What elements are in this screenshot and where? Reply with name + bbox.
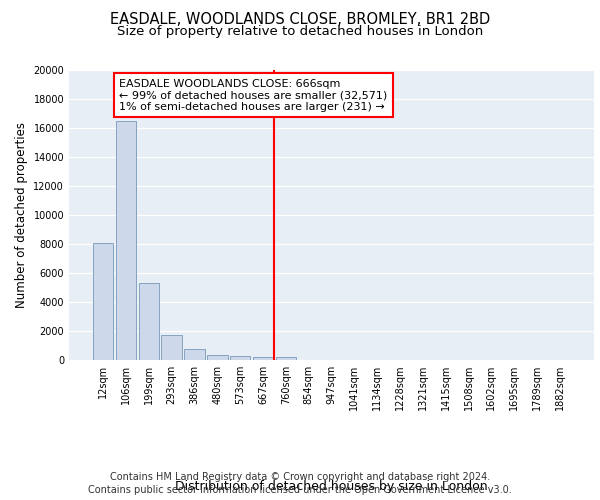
Text: Size of property relative to detached houses in London: Size of property relative to detached ho… <box>117 25 483 38</box>
Bar <box>161 334 182 360</box>
Text: Contains public sector information licensed under the Open Government Licence v3: Contains public sector information licen… <box>88 485 512 495</box>
Text: EASDALE, WOODLANDS CLOSE, BROMLEY, BR1 2BD: EASDALE, WOODLANDS CLOSE, BROMLEY, BR1 2… <box>110 12 490 28</box>
Bar <box>184 349 205 360</box>
Bar <box>207 355 227 360</box>
Bar <box>230 356 250 360</box>
Bar <box>275 358 296 360</box>
Y-axis label: Number of detached properties: Number of detached properties <box>15 122 28 308</box>
Text: Contains HM Land Registry data © Crown copyright and database right 2024.: Contains HM Land Registry data © Crown c… <box>110 472 490 482</box>
X-axis label: Distribution of detached houses by size in London: Distribution of detached houses by size … <box>175 480 488 493</box>
Bar <box>139 283 159 360</box>
Bar <box>116 120 136 360</box>
Bar <box>93 242 113 360</box>
Text: EASDALE WOODLANDS CLOSE: 666sqm
← 99% of detached houses are smaller (32,571)
1%: EASDALE WOODLANDS CLOSE: 666sqm ← 99% of… <box>119 78 388 112</box>
Bar <box>253 356 273 360</box>
